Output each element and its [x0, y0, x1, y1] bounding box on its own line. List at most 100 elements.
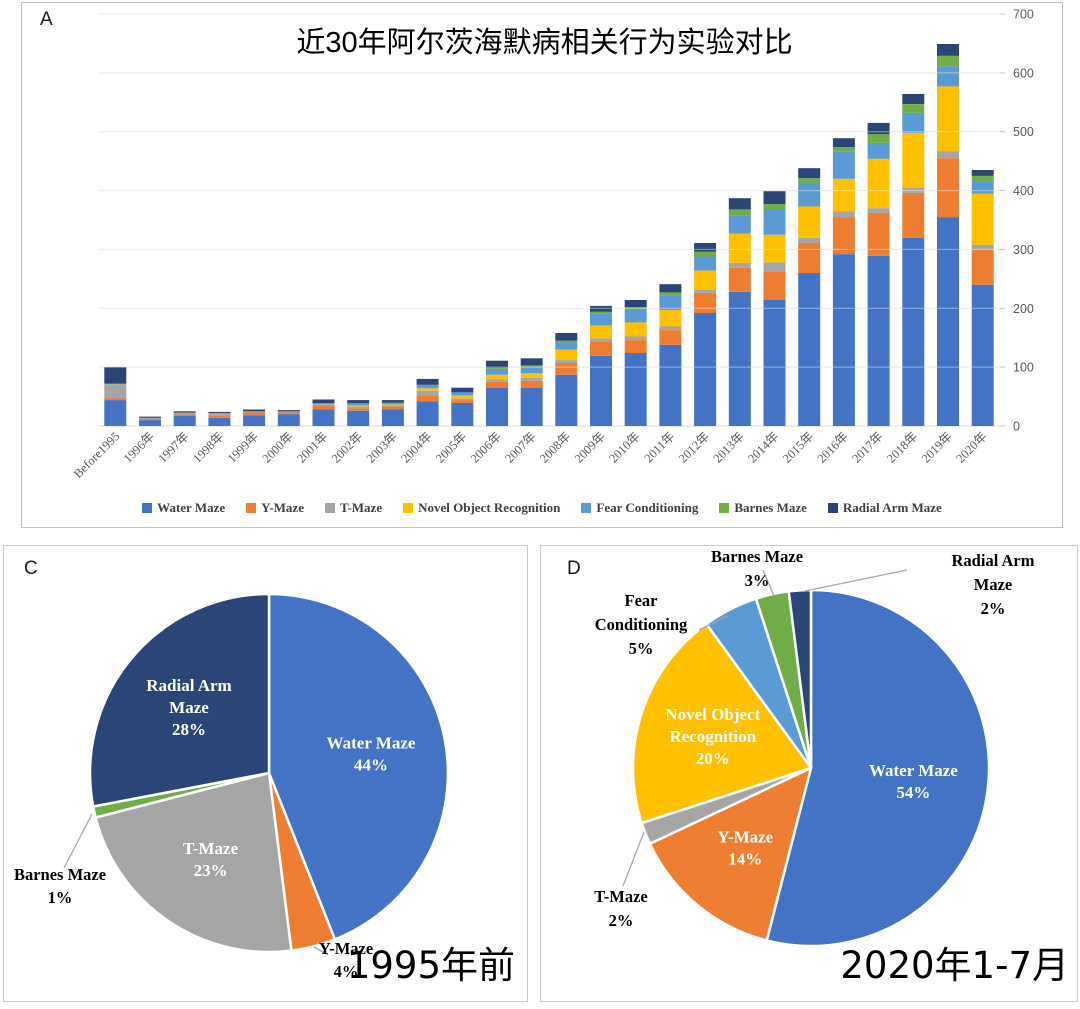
- legend-item-water-maze: Water Maze: [142, 500, 225, 516]
- bar-chart-title: 近30年阿尔茨海默病相关行为实验对比: [296, 27, 793, 59]
- bar-segment-water-maze: [520, 387, 543, 426]
- legend-label: Fear Conditioning: [596, 500, 699, 515]
- bar-segment-radial-arm-maze: [173, 411, 196, 413]
- pie-label-leader-line: [63, 813, 93, 869]
- bar-segment-water-maze: [486, 387, 508, 426]
- bar-segment-y-maze: [520, 380, 543, 388]
- bar-segment-t-maze: [659, 326, 682, 330]
- bar-segment-water-maze: [728, 291, 751, 426]
- bar-segment-fear-conditioning: [312, 403, 335, 405]
- x-axis-label: 2006年: [468, 429, 504, 465]
- bar-segment-novel-object-recognition: [763, 234, 786, 263]
- bar-segment-y-maze: [590, 341, 612, 356]
- bar-chart-legend: Water Maze Y-Maze T-Maze Novel Object Recog…: [22, 500, 1062, 516]
- bar-segment-novel-object-recognition: [486, 374, 508, 380]
- bar-segment-radial-arm-maze: [555, 333, 578, 341]
- pie-label-fear-conditioning: Fear Conditioning 5%: [595, 591, 688, 658]
- bar-segment-t-maze: [902, 187, 925, 193]
- x-axis-label: 1997年: [155, 429, 191, 465]
- bar-segment-water-maze: [312, 409, 335, 426]
- bar-segment-novel-object-recognition: [659, 310, 682, 327]
- bar-segment-t-maze: [763, 262, 786, 272]
- pie-label-leader-line: [698, 615, 728, 631]
- bar-segment-fear-conditioning: [763, 210, 786, 235]
- bar-segment-t-maze: [208, 413, 231, 416]
- x-axis-label: 2015年: [780, 429, 816, 465]
- bar-segment-y-maze: [451, 400, 474, 403]
- bar-segment-t-maze: [867, 208, 890, 213]
- bar-segment-fear-conditioning: [624, 309, 647, 323]
- bar-segment-y-maze: [624, 340, 647, 353]
- legend-swatch-icon: [827, 503, 838, 513]
- bar-segment-t-maze: [624, 336, 647, 340]
- bar-segment-t-maze: [728, 263, 751, 268]
- bar-segment-barnes-maze: [590, 311, 612, 314]
- bar-segment-radial-arm-maze: [208, 411, 231, 414]
- bar-segment-fear-conditioning: [902, 112, 925, 133]
- bar-segment-radial-arm-maze: [763, 191, 786, 205]
- pie-label-radial-arm-maze: Radial Arm Maze 2%: [952, 551, 1035, 618]
- y-axis-label: 300: [1013, 243, 1034, 257]
- x-axis-label: 2004年: [398, 429, 434, 465]
- bar-segment-t-maze: [971, 244, 994, 250]
- pie-label-leader-line: [762, 569, 775, 597]
- bar-segment-t-maze: [451, 398, 474, 401]
- bar-segment-barnes-maze: [728, 209, 751, 216]
- x-axis-label: 2018年: [884, 429, 920, 465]
- legend-item-barnes-maze: Barnes Maze: [719, 500, 807, 516]
- bar-segment-radial-arm-maze: [867, 122, 890, 135]
- bar-segment-fear-conditioning: [971, 181, 994, 194]
- legend-label: Barnes Maze: [734, 500, 807, 515]
- bar-segment-fear-conditioning: [867, 142, 890, 159]
- bar-segment-t-maze: [694, 290, 717, 293]
- bar-segment-barnes-maze: [555, 340, 578, 343]
- bar-segment-novel-object-recognition: [728, 233, 751, 263]
- bar-segment-y-maze: [243, 412, 266, 416]
- pie-slice-water-maze: [267, 592, 450, 941]
- bar-segment-radial-arm-maze: [486, 360, 508, 368]
- bar-segment-radial-arm-maze: [139, 416, 161, 418]
- legend-item-t-maze: T-Maze: [324, 500, 382, 516]
- bar-segment-y-maze: [277, 412, 300, 415]
- legend-item-y-maze: Y-Maze: [246, 500, 304, 516]
- x-axis-label: 2002年: [329, 429, 365, 465]
- bar-segment-novel-object-recognition: [902, 132, 925, 188]
- bar-segment-radial-arm-maze: [798, 168, 821, 179]
- bar-segment-novel-object-recognition: [971, 193, 994, 245]
- pie-c-caption: 1995年前: [346, 944, 515, 987]
- pie-d-caption: 2020年1-7月: [840, 944, 1069, 987]
- pie-slice-water-maze: [765, 588, 991, 948]
- bar-segment-water-maze: [937, 217, 959, 426]
- bar-segment-radial-arm-maze: [312, 399, 335, 403]
- bar-segment-fear-conditioning: [381, 402, 404, 405]
- x-axis-label: 1998年: [190, 429, 226, 465]
- bar-segment-radial-arm-maze: [347, 400, 370, 403]
- bar-segment-y-maze: [937, 158, 959, 218]
- bar-segment-radial-arm-maze: [937, 44, 959, 56]
- x-axis-label: 2013年: [710, 429, 746, 465]
- bar-segment-t-maze: [486, 379, 508, 382]
- legend-swatch-icon: [324, 503, 335, 513]
- bar-segment-t-maze: [520, 377, 543, 381]
- bar-segment-fear-conditioning: [937, 66, 959, 87]
- bar-segment-fear-conditioning: [728, 215, 751, 234]
- bar-segment-fear-conditioning: [659, 295, 682, 310]
- bar-segment-novel-object-recognition: [381, 404, 404, 406]
- bar-segment-water-maze: [277, 414, 300, 426]
- bar-segment-novel-object-recognition: [520, 373, 543, 378]
- bar-segment-barnes-maze: [798, 178, 821, 184]
- legend-item-novel-object-recognition: Novel Object Recognition: [403, 500, 560, 516]
- bar-segment-novel-object-recognition: [937, 86, 959, 152]
- bar-segment-fear-conditioning: [520, 367, 543, 373]
- bar-segment-barnes-maze: [832, 147, 855, 152]
- x-axis-label: 2014年: [745, 429, 781, 465]
- panel-a-bar-chart: A 近30年阿尔茨海默病相关行为实验对比 0 100 200 300 400 500 600…: [21, 2, 1063, 528]
- bar-segment-fear-conditioning: [486, 368, 508, 375]
- y-axis-label: 200: [1013, 302, 1034, 316]
- bar-segment-water-maze: [763, 300, 786, 426]
- bar-segment-fear-conditioning: [347, 403, 370, 406]
- panel-d-label: D: [567, 558, 581, 579]
- bar-segment-t-maze: [937, 151, 959, 159]
- bar-segment-barnes-maze: [486, 367, 508, 369]
